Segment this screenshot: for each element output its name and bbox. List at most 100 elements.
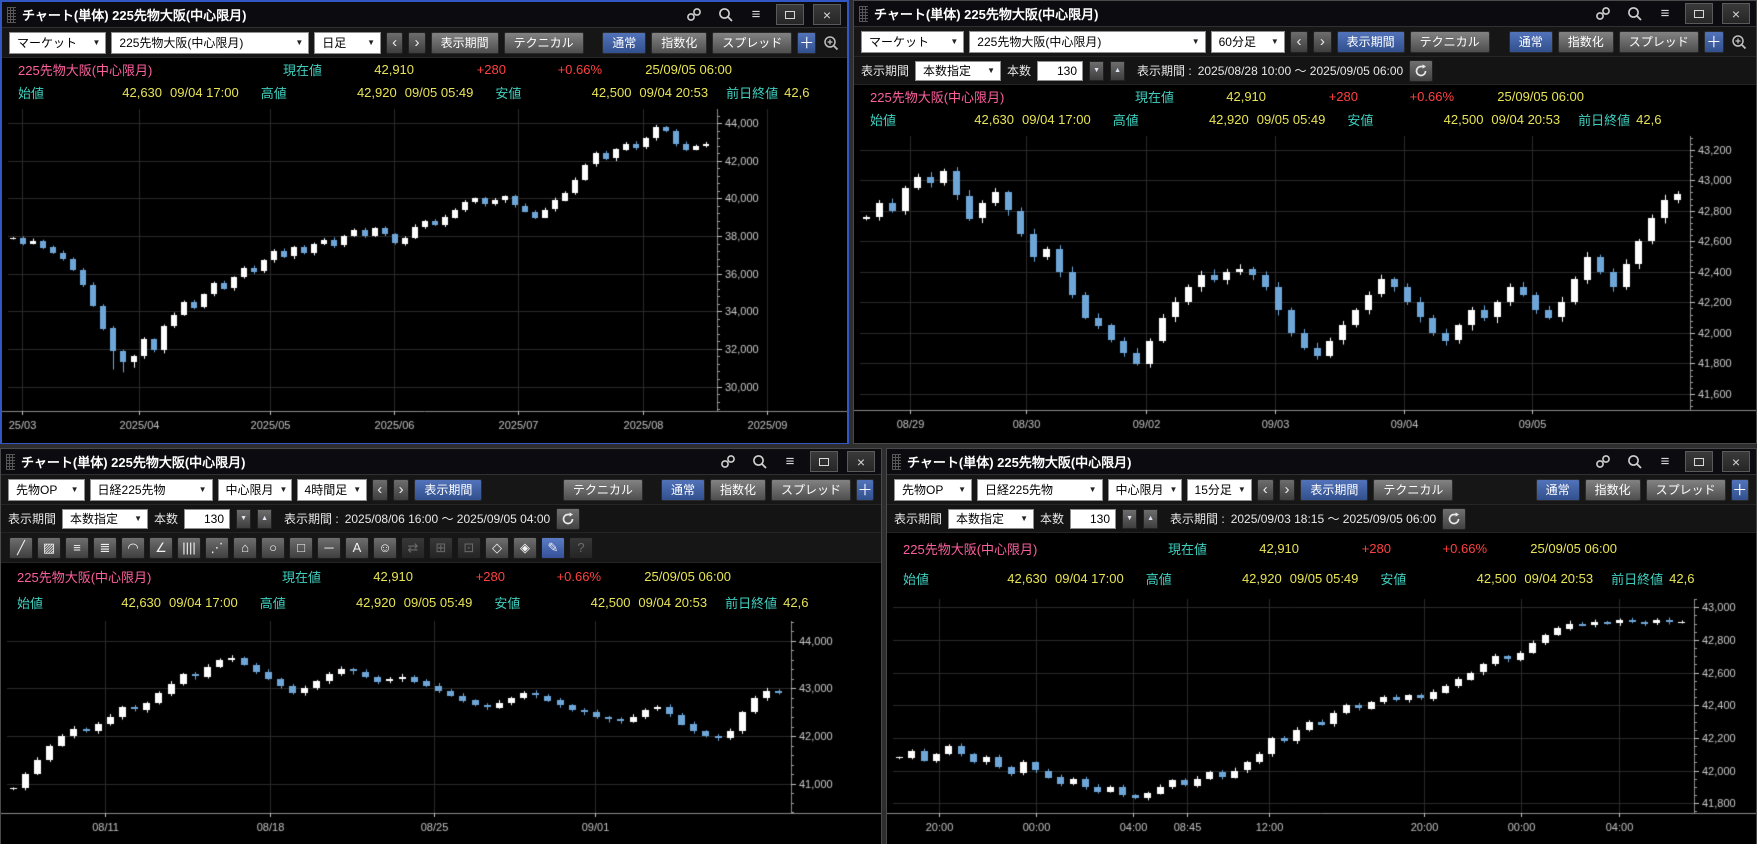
speed-lines-icon[interactable]: ⋰ — [205, 536, 229, 559]
candlestick-chart[interactable] — [854, 130, 1756, 442]
maximize-button[interactable] — [776, 4, 804, 25]
text-icon[interactable]: A — [345, 536, 369, 559]
technical-button[interactable]: テクニカル — [1409, 30, 1490, 53]
spread-mode-button[interactable]: スプレッド — [1645, 478, 1726, 501]
period-mode-dropdown[interactable]: 本数指定 ▼ — [915, 60, 1002, 81]
technical-button[interactable]: テクニカル — [1373, 478, 1454, 501]
search-icon[interactable] — [1623, 452, 1645, 472]
market-dropdown[interactable]: 先物OP ▼ — [8, 478, 85, 501]
eraser-icon[interactable]: ◇ — [485, 536, 509, 559]
vertical-lines-icon[interactable]: |||| — [177, 536, 201, 559]
gann-fan-icon[interactable]: ∠ — [149, 536, 173, 559]
indexed-mode-button[interactable]: 指数化 — [651, 31, 708, 54]
scroll-left-button[interactable]: ‹ — [1289, 30, 1309, 53]
add-chart-button[interactable]: ＋ — [1730, 478, 1750, 501]
normal-mode-button[interactable]: 通常 — [1535, 478, 1580, 501]
drag-handle-icon[interactable] — [7, 6, 16, 23]
scroll-left-button[interactable]: ‹ — [1256, 478, 1274, 501]
reload-icon[interactable] — [1442, 507, 1467, 530]
contract-month-dropdown[interactable]: 中心限月 ▼ — [217, 478, 292, 501]
scroll-right-button[interactable]: › — [392, 478, 410, 501]
eraser-all-icon[interactable]: ◈ — [513, 536, 537, 559]
add-chart-button[interactable]: ＋ — [1703, 30, 1724, 53]
link-icon[interactable] — [683, 5, 705, 25]
rectangle-icon[interactable]: □ — [289, 536, 313, 559]
polygon-icon[interactable]: ⌂ — [233, 536, 257, 559]
timeframe-dropdown[interactable]: 15分足 ▼ — [1186, 478, 1252, 501]
bar-count-input[interactable]: 130 — [1037, 60, 1084, 81]
drag-handle-icon[interactable] — [892, 453, 901, 470]
count-decrement-button[interactable]: ▼ — [1122, 508, 1138, 529]
menu-icon[interactable]: ≡ — [1660, 453, 1670, 470]
period-button[interactable]: 表示期間 — [414, 478, 483, 501]
market-dropdown[interactable]: マーケット ▼ — [9, 31, 107, 54]
link-icon[interactable] — [717, 452, 739, 472]
close-button[interactable]: × — [1722, 451, 1750, 472]
count-decrement-button[interactable]: ▼ — [1089, 60, 1105, 81]
scroll-right-button[interactable]: › — [1313, 30, 1332, 53]
menu-icon[interactable]: ≡ — [751, 6, 761, 23]
indexed-mode-button[interactable]: 指数化 — [709, 478, 766, 501]
search-icon[interactable] — [714, 5, 736, 25]
period-mode-dropdown[interactable]: 本数指定 ▼ — [948, 508, 1035, 529]
normal-mode-button[interactable]: 通常 — [1508, 30, 1553, 53]
search-icon[interactable] — [1623, 4, 1645, 24]
spread-mode-button[interactable]: スプレッド — [1618, 30, 1699, 53]
zoom-in-icon[interactable] — [821, 33, 840, 53]
candlestick-chart[interactable] — [1, 615, 881, 844]
technical-button[interactable]: テクニカル — [562, 478, 643, 501]
search-icon[interactable] — [748, 452, 770, 472]
period-button[interactable]: 表示期間 — [1300, 478, 1369, 501]
period-button[interactable]: 表示期間 — [1336, 30, 1405, 53]
scroll-right-button[interactable]: › — [1278, 478, 1296, 501]
period-button[interactable]: 表示期間 — [430, 31, 499, 54]
count-decrement-button[interactable]: ▼ — [236, 508, 252, 529]
count-increment-button[interactable]: ▲ — [257, 508, 273, 529]
scroll-right-button[interactable]: › — [408, 31, 426, 54]
arc-icon[interactable]: ◠ — [121, 536, 145, 559]
zoom-in-icon[interactable] — [1729, 32, 1749, 52]
count-increment-button[interactable]: ▲ — [1110, 60, 1126, 81]
menu-icon[interactable]: ≡ — [1660, 5, 1670, 22]
normal-mode-button[interactable]: 通常 — [602, 31, 647, 54]
candlestick-chart[interactable] — [887, 593, 1756, 844]
instrument-dropdown[interactable]: 225先物大阪(中心限月) ▼ — [969, 30, 1206, 53]
count-increment-button[interactable]: ▲ — [1143, 508, 1159, 529]
ruler-icon[interactable]: ▨ — [37, 536, 61, 559]
timeframe-dropdown[interactable]: 日足 ▼ — [314, 31, 382, 54]
drag-handle-icon[interactable] — [6, 453, 15, 470]
technical-button[interactable]: テクニカル — [503, 31, 584, 54]
maximize-button[interactable] — [1685, 451, 1713, 472]
scroll-left-button[interactable]: ‹ — [386, 31, 404, 54]
pen-icon[interactable]: ✎ — [541, 536, 565, 559]
multi-parallel-lines-icon[interactable]: ≣ — [93, 536, 117, 559]
timeframe-dropdown[interactable]: 60分足 ▼ — [1210, 30, 1285, 53]
trendline-icon[interactable]: ╱ — [9, 536, 33, 559]
bar-count-input[interactable]: 130 — [1070, 508, 1117, 529]
close-button[interactable]: × — [813, 4, 841, 25]
close-button[interactable]: × — [847, 451, 875, 472]
maximize-button[interactable] — [1685, 3, 1713, 24]
indexed-mode-button[interactable]: 指数化 — [1557, 30, 1614, 53]
maximize-button[interactable] — [810, 451, 838, 472]
timeframe-dropdown[interactable]: 4時間足 ▼ — [296, 478, 367, 501]
scroll-left-button[interactable]: ‹ — [371, 478, 388, 501]
menu-icon[interactable]: ≡ — [785, 453, 795, 470]
reload-icon[interactable] — [1409, 59, 1434, 82]
normal-mode-button[interactable]: 通常 — [660, 478, 705, 501]
icon-stamp-icon[interactable]: ☺ — [373, 536, 397, 559]
market-dropdown[interactable]: 先物OP ▼ — [894, 478, 972, 501]
link-icon[interactable] — [1592, 452, 1614, 472]
contract-month-dropdown[interactable]: 中心限月 ▼ — [1107, 478, 1182, 501]
parallel-lines-icon[interactable]: ≡ — [65, 536, 89, 559]
add-chart-button[interactable]: ＋ — [855, 478, 875, 501]
horizontal-line-icon[interactable]: ─ — [317, 536, 341, 559]
drag-handle-icon[interactable] — [859, 5, 868, 22]
add-chart-button[interactable]: ＋ — [797, 31, 817, 54]
indexed-mode-button[interactable]: 指数化 — [1584, 478, 1641, 501]
reload-icon[interactable] — [556, 507, 581, 530]
ellipse-icon[interactable]: ○ — [261, 536, 285, 559]
instrument-dropdown[interactable]: 日経225先物 ▼ — [89, 478, 213, 501]
bar-count-input[interactable]: 130 — [184, 508, 231, 529]
period-mode-dropdown[interactable]: 本数指定 ▼ — [62, 508, 149, 529]
